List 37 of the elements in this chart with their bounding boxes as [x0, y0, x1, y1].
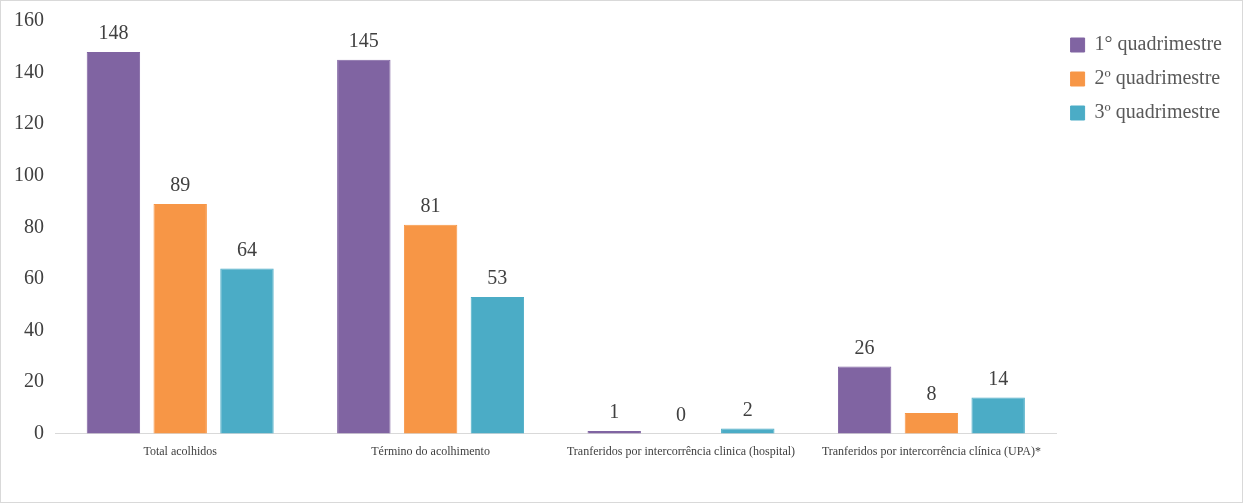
data-label: 89 [170, 173, 191, 196]
data-label: 2 [742, 397, 753, 420]
y-tick-label: 80 [24, 214, 44, 237]
y-tick-label: 0 [34, 420, 44, 443]
legend-label: 1° quadrimestre [1094, 32, 1223, 56]
y-tick-label: 100 [14, 162, 44, 185]
data-label: 64 [236, 237, 257, 260]
bar [337, 59, 391, 434]
bar [153, 204, 207, 434]
bar [220, 268, 274, 434]
data-label: 0 [676, 402, 686, 425]
bar [837, 366, 892, 434]
bar [470, 296, 525, 434]
y-tick-label: 60 [24, 266, 44, 289]
data-label: 53 [487, 266, 508, 289]
x-tick-label: Término do acolhimento [371, 443, 490, 458]
legend-label: 3º quadrimestre [1094, 100, 1221, 124]
x-tick-label: Tranferidos por intercorrência clinica (hospital) [566, 443, 796, 458]
data-label: 26 [854, 335, 875, 358]
y-tick-label: 120 [14, 111, 44, 134]
data-label: 1 [609, 400, 620, 423]
y-tick-label: 140 [14, 59, 44, 82]
data-label: 81 [420, 193, 441, 216]
y-tick-label: 20 [24, 369, 44, 392]
legend-label: 2º quadrimestre [1094, 66, 1221, 90]
y-tick-label: 160 [14, 8, 44, 31]
data-label: 145 [348, 28, 379, 51]
x-tick-label: Tranferidos por intercorrência clínica (UPA)* [821, 443, 1041, 458]
x-tick-label: Total acolhidos [143, 443, 218, 458]
y-tick-label: 40 [24, 317, 44, 340]
bar [86, 51, 141, 434]
bar [403, 224, 458, 434]
data-label: 14 [988, 366, 1009, 389]
bar [721, 428, 775, 434]
data-label: 148 [98, 21, 129, 44]
bar [904, 412, 959, 434]
data-label: 8 [926, 382, 937, 405]
